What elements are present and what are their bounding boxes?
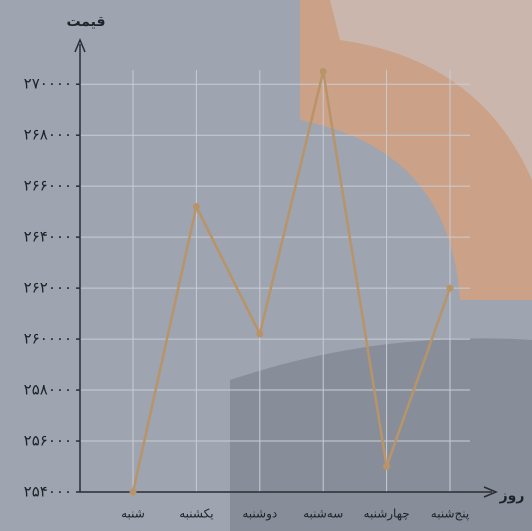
x-tick-label: چهارشنبه (364, 507, 410, 522)
data-point (319, 67, 327, 75)
y-tick-label: ۲۶۶۰۰۰ (24, 177, 72, 195)
x-axis-title: روز (499, 488, 525, 504)
x-tick-label: سه‌شنبه (303, 507, 343, 521)
y-tick-label: ۲۵۸۰۰۰ (24, 381, 72, 399)
x-tick-label: پنج‌شنبه (431, 507, 469, 521)
x-tick-label: شنبه (121, 507, 145, 521)
x-tick-label: یکشنبه (179, 507, 213, 521)
y-tick-label: ۲۵۴۰۰۰ (24, 483, 72, 501)
y-axis-arrow (74, 38, 86, 53)
background-shape (330, 0, 532, 180)
y-tick-label: ۲۶۸۰۰۰ (24, 126, 72, 144)
data-point (256, 330, 264, 338)
data-point (129, 488, 137, 496)
data-point (446, 284, 454, 292)
plot-area (80, 70, 470, 493)
data-line (131, 71, 452, 493)
y-tick-label: ۲۶۰۰۰۰ (24, 330, 72, 348)
y-axis-title: قیمت (66, 14, 105, 30)
data-point (192, 203, 200, 211)
data-point (383, 463, 391, 471)
y-tick-label: ۲۶۲۰۰۰ (24, 279, 72, 297)
y-tick-label: ۲۶۴۰۰۰ (24, 228, 72, 246)
x-axis-arrow (483, 486, 498, 498)
y-tick-label: ۲۷۰۰۰۰ (24, 75, 72, 93)
x-tick-label: دوشنبه (242, 507, 277, 522)
y-tick-label: ۲۵۶۰۰۰ (24, 432, 72, 450)
